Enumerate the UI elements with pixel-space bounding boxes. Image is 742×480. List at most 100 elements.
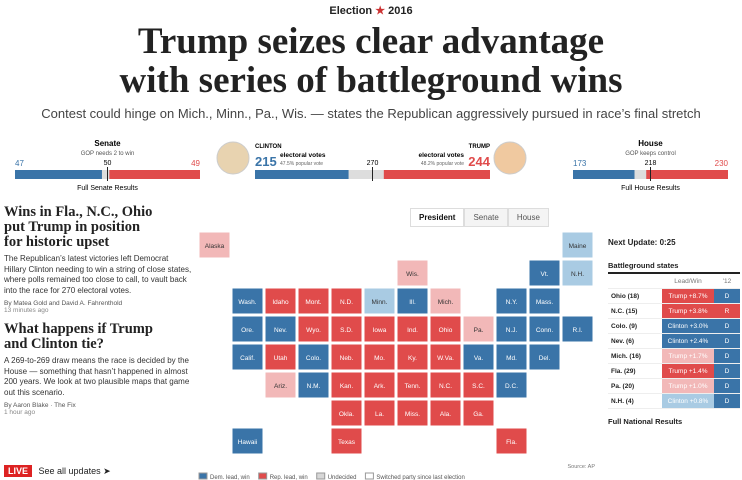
state[interactable]	[561, 315, 594, 343]
state[interactable]	[330, 287, 363, 315]
state[interactable]	[561, 259, 594, 287]
state[interactable]	[396, 259, 429, 287]
state[interactable]	[363, 343, 396, 371]
state[interactable]	[297, 315, 330, 343]
national-link[interactable]: Full National Results	[608, 417, 683, 426]
tab[interactable]: Senate	[464, 208, 508, 227]
state[interactable]	[330, 343, 363, 371]
state-label: Hawaii	[238, 439, 258, 446]
state[interactable]	[462, 315, 495, 343]
state[interactable]	[297, 371, 330, 399]
state-label: S.D.	[340, 327, 353, 334]
state-label: Mich.	[438, 299, 454, 306]
state[interactable]	[231, 315, 264, 343]
state-label: D.C.	[505, 383, 518, 390]
legend-swatch	[364, 472, 374, 480]
state[interactable]	[264, 287, 297, 315]
state-label: Va.	[474, 355, 483, 362]
state-cell: N.C. (15)	[608, 303, 662, 319]
state[interactable]	[495, 315, 528, 343]
timestamp: 1 hour ago	[4, 409, 36, 416]
state[interactable]	[330, 371, 363, 399]
kicker-year: 2016	[388, 5, 413, 17]
state-label: Wash.	[238, 299, 256, 306]
state-label: R.I.	[572, 327, 582, 334]
live-link[interactable]: See all updates	[38, 466, 101, 476]
tab[interactable]: President	[410, 208, 465, 227]
tabs: President Senate House	[410, 207, 549, 227]
headline: Trump seizes clear advantage with series…	[0, 22, 742, 100]
results-link[interactable]: Full House Results	[621, 185, 680, 192]
state[interactable]	[363, 371, 396, 399]
state[interactable]	[528, 343, 561, 371]
state[interactable]	[363, 399, 396, 427]
results-link[interactable]: Full Senate Results	[77, 185, 138, 192]
rep-bar	[646, 170, 728, 179]
state[interactable]	[264, 371, 297, 399]
state[interactable]	[495, 371, 528, 399]
state[interactable]	[396, 371, 429, 399]
state[interactable]	[495, 427, 528, 455]
state-label: Del.	[539, 355, 551, 362]
state[interactable]	[495, 287, 528, 315]
state[interactable]	[429, 399, 462, 427]
state[interactable]	[198, 231, 231, 259]
lead-cell: Clinton +3.0%	[662, 318, 714, 334]
state[interactable]	[330, 399, 363, 427]
article-body: A 269-to-269 draw means the race is deci…	[4, 356, 190, 397]
article: Wins in Fla., N.C., Ohio put Trump in pos…	[4, 205, 192, 315]
header-cell: Lead/Win	[662, 274, 714, 289]
articles: Wins in Fla., N.C., Ohio put Trump in pos…	[4, 205, 192, 424]
source: Source: AP	[567, 464, 595, 470]
state[interactable]	[297, 343, 330, 371]
state[interactable]	[231, 287, 264, 315]
state[interactable]	[264, 315, 297, 343]
state-label: N.J.	[506, 327, 518, 334]
portrait	[216, 141, 250, 175]
state-label: Pa.	[474, 327, 484, 334]
rep-ev: 244	[468, 154, 490, 169]
state[interactable]	[429, 343, 462, 371]
state[interactable]	[561, 231, 594, 259]
state[interactable]	[429, 287, 462, 315]
state-label: Neb.	[340, 355, 354, 362]
state-label: Mont.	[305, 299, 321, 306]
rep-name: TRUMP	[469, 144, 490, 150]
state[interactable]	[264, 343, 297, 371]
state[interactable]	[429, 371, 462, 399]
state[interactable]	[462, 371, 495, 399]
prev-cell: D	[714, 348, 740, 364]
state-cell: Mich. (16)	[608, 348, 662, 364]
state-label: Ind.	[407, 327, 418, 334]
state-label: Idaho	[272, 299, 289, 306]
state[interactable]	[330, 427, 363, 455]
state-cell: Pa. (20)	[608, 378, 662, 394]
dem-ev: 215	[255, 154, 277, 169]
table-row: Mich. (16) Trump +1.7% D	[608, 348, 740, 364]
state[interactable]	[330, 315, 363, 343]
state[interactable]	[429, 315, 462, 343]
state[interactable]	[396, 399, 429, 427]
prev-cell: D	[714, 288, 740, 304]
state-label: Md.	[506, 355, 517, 362]
rep-bar	[109, 170, 200, 179]
state[interactable]	[396, 343, 429, 371]
state[interactable]	[396, 287, 429, 315]
state[interactable]	[231, 343, 264, 371]
state[interactable]	[363, 287, 396, 315]
state[interactable]	[462, 343, 495, 371]
state[interactable]	[528, 315, 561, 343]
state[interactable]	[231, 427, 264, 455]
tab[interactable]: House	[507, 208, 549, 227]
state[interactable]	[396, 315, 429, 343]
state[interactable]	[528, 259, 561, 287]
state[interactable]	[495, 343, 528, 371]
dem-count: 47	[15, 159, 24, 168]
state[interactable]	[297, 287, 330, 315]
lead-cell: Trump +3.8%	[662, 303, 714, 319]
state[interactable]	[528, 287, 561, 315]
state[interactable]	[462, 399, 495, 427]
state[interactable]	[363, 315, 396, 343]
state-label: Miss.	[405, 411, 420, 418]
